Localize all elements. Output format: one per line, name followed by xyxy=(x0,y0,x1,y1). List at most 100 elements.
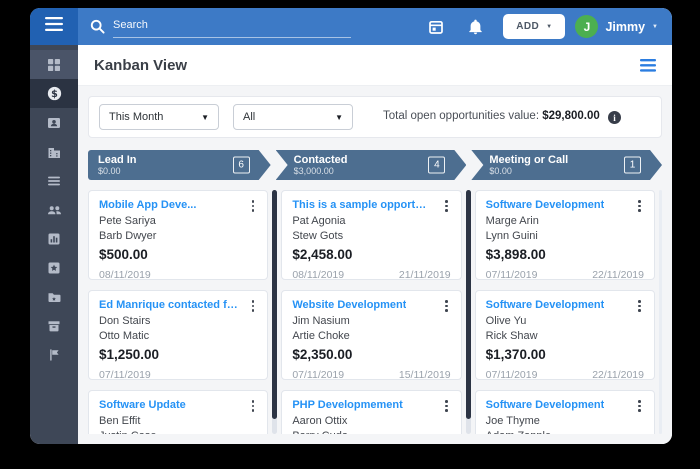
kebab-menu-icon[interactable] xyxy=(249,299,258,313)
opportunity-card[interactable]: PHP Developmement Aaron Ottix Barry Cuda xyxy=(281,390,462,434)
opportunity-card[interactable]: Software Development Olive Yu Rick Shaw … xyxy=(474,290,655,381)
pipeline-stages: Lead In $0.00 6 Contacted $3,000.00 4 Me… xyxy=(88,150,662,180)
kebab-menu-icon[interactable] xyxy=(635,399,644,413)
svg-text:$: $ xyxy=(51,89,58,100)
opportunity-contact: Jim Nasium xyxy=(292,314,350,327)
kebab-menu-icon[interactable] xyxy=(635,199,644,213)
stage-meeting-or-call[interactable]: Meeting or Call $0.00 1 xyxy=(471,150,662,180)
column-scrollbar xyxy=(272,190,278,434)
sidebar-item-flag[interactable] xyxy=(30,340,78,369)
opportunity-company: Stew Gots xyxy=(292,230,344,242)
opportunity-title-link[interactable]: This is a sample opportun... xyxy=(292,199,433,211)
opportunity-contact: Don Stairs xyxy=(99,314,151,327)
calendar-button[interactable] xyxy=(428,19,444,35)
app-window: ADD ▼ J Jimmy ▼ $ xyxy=(30,8,672,444)
opportunity-date-start: 08/11/2019 xyxy=(99,268,151,281)
sidebar-item-chart-box[interactable] xyxy=(30,224,78,253)
sidebar-item-group[interactable] xyxy=(30,195,78,224)
opportunity-company: Artie Choke xyxy=(292,330,350,342)
filter-bar: This Month ▼ All ▼ Total open opportunit… xyxy=(88,96,662,138)
page-title: Kanban View xyxy=(94,56,188,74)
opportunity-company: Barry Cuda xyxy=(292,429,450,434)
opportunity-date-end: 15/11/2019 xyxy=(398,368,451,381)
column-scrollbar[interactable] xyxy=(658,190,662,434)
info-icon[interactable]: i xyxy=(607,111,621,125)
folder-icon xyxy=(47,290,61,304)
sidebar-item-contact-card[interactable] xyxy=(30,108,78,137)
scrollbar-thumb[interactable] xyxy=(465,190,471,420)
add-button-label: ADD xyxy=(516,21,540,32)
notifications-button[interactable] xyxy=(468,19,483,35)
star-box-icon xyxy=(47,261,61,275)
calendar-icon xyxy=(429,20,444,34)
kebab-menu-icon[interactable] xyxy=(635,299,644,313)
opportunity-card[interactable]: Software Development Joe Thyme Adam Zapp… xyxy=(474,390,655,434)
contact-card-icon xyxy=(47,116,61,130)
opportunity-title-link[interactable]: Ed Manrique contacted fro... xyxy=(99,299,240,311)
caret-down-icon: ▼ xyxy=(335,112,343,122)
stage-contacted[interactable]: Contacted $3,000.00 4 xyxy=(276,150,467,180)
column-scrollbar xyxy=(465,190,471,434)
sidebar-item-list[interactable] xyxy=(30,166,78,195)
user-menu[interactable]: J Jimmy ▼ xyxy=(575,15,658,38)
opportunity-amount: $500.00 xyxy=(99,246,148,262)
sidebar-item-star-box[interactable] xyxy=(30,253,78,282)
opportunity-card[interactable]: Website Development Jim Nasium Artie Cho… xyxy=(281,290,462,381)
opportunity-contact: Pat Agonia xyxy=(292,214,346,227)
opportunity-date-start: 07/11/2019 xyxy=(485,268,538,281)
opportunity-company: Adam Zapple xyxy=(486,429,644,434)
period-filter-select[interactable]: This Month ▼ xyxy=(99,104,219,130)
opportunity-date-end: 21/11/2019 xyxy=(398,268,451,281)
owner-filter-select[interactable]: All ▼ xyxy=(233,104,353,130)
opportunity-card[interactable]: This is a sample opportun... Pat Agonia … xyxy=(281,190,462,281)
search-input[interactable] xyxy=(113,15,351,38)
list-view-icon xyxy=(640,58,656,72)
list-icon xyxy=(47,174,61,188)
sidebar-item-dollar[interactable]: $ xyxy=(30,79,78,108)
period-filter-value: This Month xyxy=(109,111,164,123)
opportunity-title-link[interactable]: PHP Developmement xyxy=(292,399,403,411)
opportunity-title-link[interactable]: Software Development xyxy=(485,299,605,311)
opportunity-company: Lynn Guini xyxy=(485,230,538,242)
user-name: Jimmy xyxy=(605,19,646,34)
opportunity-title-link[interactable]: Software Development xyxy=(485,399,605,411)
top-navigation-bar: ADD ▼ J Jimmy ▼ xyxy=(30,8,672,45)
kebab-menu-icon[interactable] xyxy=(442,299,451,313)
kebab-menu-icon[interactable] xyxy=(249,399,258,413)
sidebar-item-archive[interactable] xyxy=(30,311,78,340)
opportunity-card[interactable]: Software Development Marge Arin Lynn Gui… xyxy=(474,190,655,281)
list-view-toggle-button[interactable] xyxy=(640,58,656,72)
opportunity-card[interactable]: Ed Manrique contacted fro... Don Stairs … xyxy=(88,290,269,381)
opportunity-date-start: 07/11/2019 xyxy=(99,368,151,381)
add-button[interactable]: ADD ▼ xyxy=(503,14,566,39)
stage-name: Contacted xyxy=(293,153,348,166)
sidebar-item-grid[interactable] xyxy=(30,50,78,79)
kanban-board: Mobile App Deve... Pete Sariya Barb Dwye… xyxy=(88,190,662,434)
opportunity-date-end: 22/11/2019 xyxy=(592,368,644,381)
kebab-menu-icon[interactable] xyxy=(249,199,258,213)
grid-icon xyxy=(47,58,61,72)
bell-icon xyxy=(469,19,482,34)
total-label: Total open opportunities value: xyxy=(383,109,540,122)
kebab-menu-icon[interactable] xyxy=(442,199,451,213)
caret-down-icon: ▼ xyxy=(201,112,209,122)
avatar: J xyxy=(575,15,599,38)
search-icon xyxy=(90,19,105,34)
opportunity-title-link[interactable]: Mobile App Deve... xyxy=(99,199,197,211)
opportunity-card[interactable]: Software Update Ben Effit Justin Case xyxy=(88,390,269,434)
hamburger-menu-button[interactable] xyxy=(30,8,78,45)
opportunity-card[interactable]: Mobile App Deve... Pete Sariya Barb Dwye… xyxy=(88,190,269,281)
sidebar-item-folder[interactable] xyxy=(30,282,78,311)
opportunity-amount: $1,250.00 xyxy=(99,346,160,362)
sidebar-item-building[interactable] xyxy=(30,137,78,166)
opportunity-amount: $1,370.00 xyxy=(485,346,546,362)
opportunity-title-link[interactable]: Website Development xyxy=(292,299,407,311)
scrollbar-thumb[interactable] xyxy=(272,190,278,420)
stage-lead-in[interactable]: Lead In $0.00 6 xyxy=(88,150,271,180)
opportunity-contact: Ben Effit xyxy=(99,414,141,427)
kebab-menu-icon[interactable] xyxy=(442,399,451,413)
opportunity-title-link[interactable]: Software Update xyxy=(99,399,186,411)
opportunity-title-link[interactable]: Software Development xyxy=(485,199,605,211)
owner-filter-value: All xyxy=(243,111,256,123)
total-open-opportunities: Total open opportunities value: $29,800.… xyxy=(353,110,651,125)
